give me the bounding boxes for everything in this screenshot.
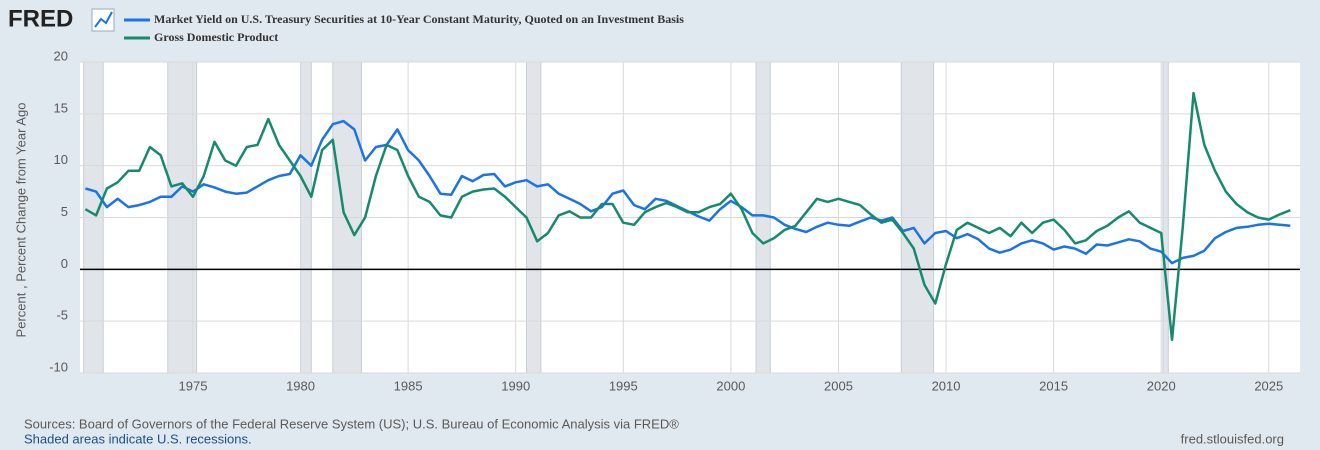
y-tick-label: 15 [54, 100, 68, 115]
brand-logo: FRED [8, 5, 73, 32]
x-tick-label: 1985 [394, 378, 423, 393]
logo-line [94, 11, 113, 28]
sources: Sources: Board of Governors of the Feder… [24, 416, 679, 431]
x-tick-label: 1990 [501, 378, 530, 393]
x-tick-label: 2020 [1147, 378, 1176, 393]
legend-label: Market Yield on U.S. Treasury Securities… [154, 12, 684, 26]
site-link[interactable]: fred.stlouisfed.org [1181, 431, 1284, 446]
y-tick-label: 10 [54, 152, 68, 167]
series-line [84, 91, 1291, 342]
x-tick-label: 2005 [824, 378, 853, 393]
x-tick-label: 1975 [179, 378, 208, 393]
x-tick-label: 2015 [1039, 378, 1068, 393]
y-tick-label: 0 [61, 256, 68, 271]
recession-note[interactable]: Shaded areas indicate U.S. recessions. [24, 431, 252, 446]
y-tick-label: 5 [61, 204, 68, 219]
y-tick-label: -5 [56, 308, 68, 323]
x-tick-label: 2010 [932, 378, 961, 393]
y-tick-label: -10 [49, 359, 68, 374]
logo-icon [91, 8, 115, 32]
x-tick-label: 2000 [716, 378, 745, 393]
x-tick-label: 2025 [1254, 378, 1283, 393]
x-tick-label: 1995 [609, 378, 638, 393]
x-tick-label: 1980 [286, 378, 315, 393]
y-tick-label: 20 [54, 48, 68, 63]
y-axis-label: Percent , Percent Change from Year Ago [13, 103, 28, 338]
legend-label: Gross Domestic Product [154, 30, 278, 44]
